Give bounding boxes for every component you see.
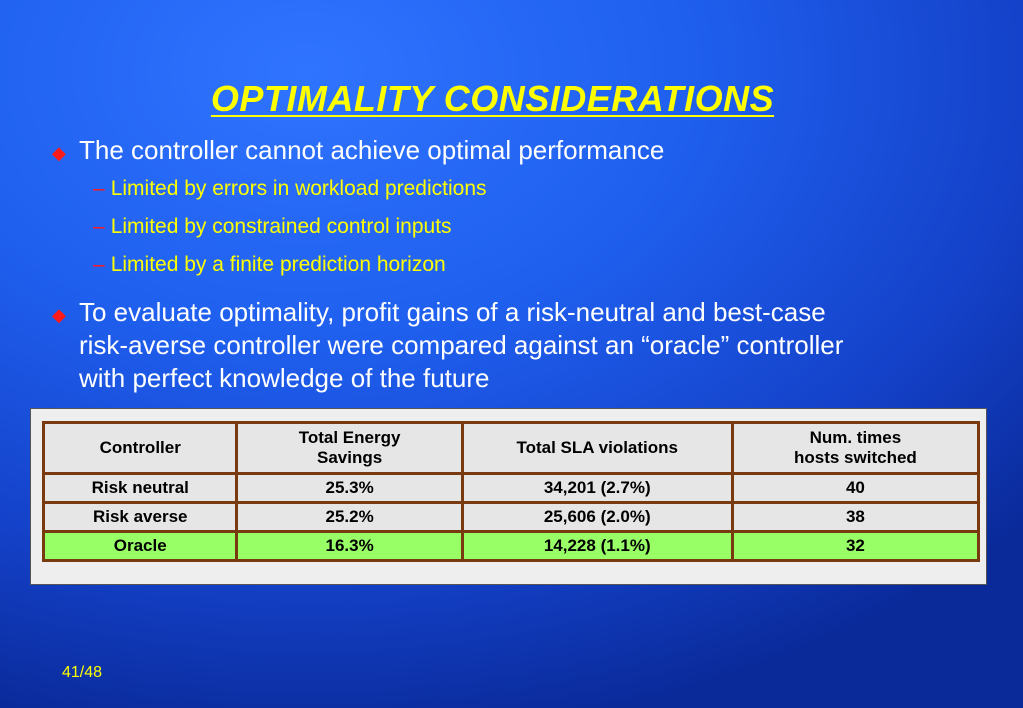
table-cell: 25.2% [235, 501, 464, 533]
sub-bullet-2: – Limited by constrained control inputs [93, 214, 452, 240]
sub-bullet-1: – Limited by errors in workload predictio… [93, 176, 487, 202]
table-cell: 34,201 (2.7%) [460, 472, 734, 504]
table-row: Risk averse 25.2% 25,606 (2.0%) 38 [41, 501, 981, 533]
table-cell: 14,228 (1.1%) [460, 530, 734, 562]
table-cell: 16.3% [235, 530, 464, 562]
table-cell: 25,606 (2.0%) [460, 501, 734, 533]
table-cell: 38 [730, 501, 981, 533]
table-row: Risk neutral 25.3% 34,201 (2.7%) 40 [41, 472, 981, 504]
slide-number: 41/48 [62, 664, 103, 681]
results-table: Controller Total Energy Savings Total SLA… [41, 421, 981, 562]
table-row-highlighted: Oracle 16.3% 14,228 (1.1%) 32 [41, 530, 981, 562]
table-cell: Risk neutral [41, 472, 239, 504]
sub-bullet-3: – Limited by a finite prediction horizon [93, 252, 446, 278]
table-cell: 40 [730, 472, 981, 504]
table-cell: Oracle [41, 530, 239, 562]
table-cell: 25.3% [235, 472, 464, 504]
sub-bullet-1-text: Limited by errors in workload prediction… [110, 177, 487, 200]
header-cell: Num. times hosts switched [730, 421, 981, 475]
bullet-2-line-2: risk-averse controller were compared aga… [79, 330, 844, 360]
sub-bullet-2-text: Limited by constrained control inputs [110, 215, 452, 238]
header-cell: Total SLA violations [460, 421, 734, 475]
table-cell: 32 [730, 530, 981, 562]
bullet-2-line-3: with perfect knowledge of the future [79, 363, 490, 393]
dash-marker: – [93, 177, 105, 200]
sub-bullet-3-text: Limited by a finite prediction horizon [110, 253, 446, 276]
bullet-1-text: The controller cannot achieve optimal pe… [79, 135, 665, 165]
slide-title: OPTIMALITY CONSIDERATIONS [210, 78, 775, 119]
results-table-frame: Controller Total Energy Savings Total SLA… [30, 408, 987, 585]
red-diamond-icon: ◆ [52, 143, 66, 163]
dash-marker: – [93, 253, 105, 276]
table-header-row: Controller Total Energy Savings Total SLA… [41, 421, 981, 475]
header-cell: Total Energy Savings [235, 421, 464, 475]
header-cell: Controller [41, 421, 239, 475]
dash-marker: – [93, 215, 105, 238]
red-diamond-icon: ◆ [52, 305, 66, 325]
table-cell: Risk averse [41, 501, 239, 533]
bullet-2-line-1: To evaluate optimality, profit gains of … [79, 297, 826, 327]
